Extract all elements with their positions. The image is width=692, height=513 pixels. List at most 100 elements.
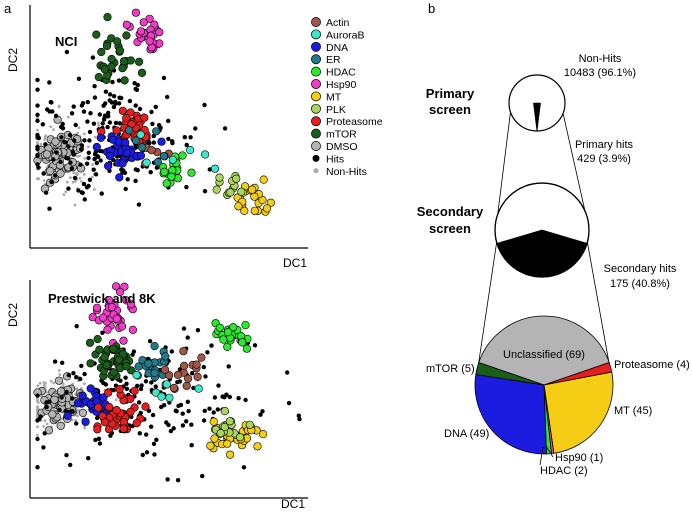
scatter-point-mtor [107,62,116,71]
scatter-point-hits [78,162,83,167]
scatter-point-hdac [215,323,224,332]
scatter-point-dmso [56,169,65,178]
scatter-point-hits [94,160,100,166]
scatter-point-aurorab [186,145,195,155]
scatter-point-hits [35,153,40,159]
scatter-point-hits [117,121,123,126]
scatter-point-er [152,127,161,136]
scatter-point-hits [64,389,69,395]
legend-label: Proteasome [326,116,383,128]
secondary-hits-value: 175 (40.8%) [610,278,670,290]
scatter-point-hits [241,465,247,470]
scatter-point-hits [82,138,87,143]
primary-screen-label-1: Primary [426,86,475,101]
scatter-point-hits [113,120,119,126]
scatter-point-hits [209,343,214,348]
prestwick-scatter-plot: Prestwick and 8K DC2 DC1 [6,280,308,511]
scatter-point-mtor [109,368,118,377]
scatter-point-hsp90 [119,336,128,345]
scatter-point-hits [98,158,103,163]
scatter-point-hits [52,359,58,364]
scatter-point-hits [184,419,189,424]
scatter-point-hsp90 [111,282,121,291]
scatter-point-non-hits [49,125,53,129]
scatter-point-actin [192,360,201,369]
scatter-point-mtor [126,56,135,65]
scatter-point-hits [53,173,58,178]
scatter-point-hits [150,121,155,127]
scatter-point-non-hits [66,115,70,119]
scatter-point-dna [73,399,82,408]
scatter-point-mt [259,430,268,439]
scatter-point-non-hits [36,128,39,132]
scatter-point-hits [51,157,56,162]
scatter-point-hits [297,416,302,422]
scatter-point-hits [123,375,128,380]
scatter-point-hsp90 [145,37,154,46]
scatter-point-mt [206,441,215,450]
scatter-point-hits [151,441,157,446]
scatter-point-hits [70,409,75,414]
scatter-point-hsp90 [136,27,146,36]
scatter-point-hits [35,418,40,423]
classification-slice-6 [475,361,545,386]
scatter-point-hits [200,473,205,479]
scatter-point-hits [54,150,59,155]
scatter-point-actin [147,146,156,155]
scatter-point-dmso [54,376,64,385]
secondary-screen-label-1: Secondary [417,204,484,219]
scatter-point-proteasome [126,108,135,117]
scatter-point-actin [180,361,189,371]
scatter-point-hits [150,412,156,418]
prestwick-xlabel: DC1 [281,497,305,511]
scatter-point-hits [66,186,71,191]
scatter-point-hits [123,186,128,192]
scatter-point-hits [105,124,110,130]
scatter-point-hits [59,135,64,140]
panel-label-a: a [4,1,12,16]
scatter-point-hits [71,104,76,109]
scatter-point-non-hits [42,381,46,384]
legend-marker [312,154,320,162]
scatter-point-hits [161,75,167,81]
primary-screen-label-2: screen [429,102,471,117]
scatter-point-hits [124,386,130,391]
scatter-point-non-hits [75,387,79,391]
scatter-point-non-hits [58,373,62,376]
scatter-point-proteasome [126,394,135,404]
scatter-point-non-hits [71,180,75,184]
scatter-point-hits [79,103,85,108]
scatter-point-dna [63,411,72,420]
scatter-point-proteasome [140,113,149,122]
scatter-point-non-hits [87,145,90,149]
scatter-point-non-hits [43,138,47,141]
scatter-point-mtor [137,68,147,77]
scatter-point-hits [95,415,100,421]
scatter-point-hits [109,100,115,105]
primary-hits-value: 429 (3.9%) [577,153,631,165]
scatter-point-plk [215,173,224,182]
scatter-point-mtor [92,30,101,39]
scatter-point-aurorab [151,388,160,397]
scatter-point-hits [227,394,232,400]
scatter-point-non-hits [78,154,82,158]
scatter-point-hits [166,136,171,142]
scatter-point-hits [90,55,96,60]
scatter-point-aurorab [210,164,220,173]
scatter-point-hits [85,99,91,105]
scatter-point-hits [111,104,117,110]
scatter-point-non-hits [73,203,77,207]
scatter-point-hits [189,443,194,448]
scatter-point-hits [59,395,64,400]
scatter-point-hits [135,383,140,389]
scatter-point-non-hits [52,381,55,385]
scatter-point-mt [209,417,218,426]
scatter-point-mtor [102,41,112,51]
scatter-point-mtor [97,47,106,57]
scatter-point-dna [103,161,113,171]
legend-marker [311,91,321,102]
scatter-point-non-hits [36,405,39,408]
connector-lines [476,107,612,375]
scatter-point-hits [173,408,178,413]
scatter-point-hits [137,431,142,436]
